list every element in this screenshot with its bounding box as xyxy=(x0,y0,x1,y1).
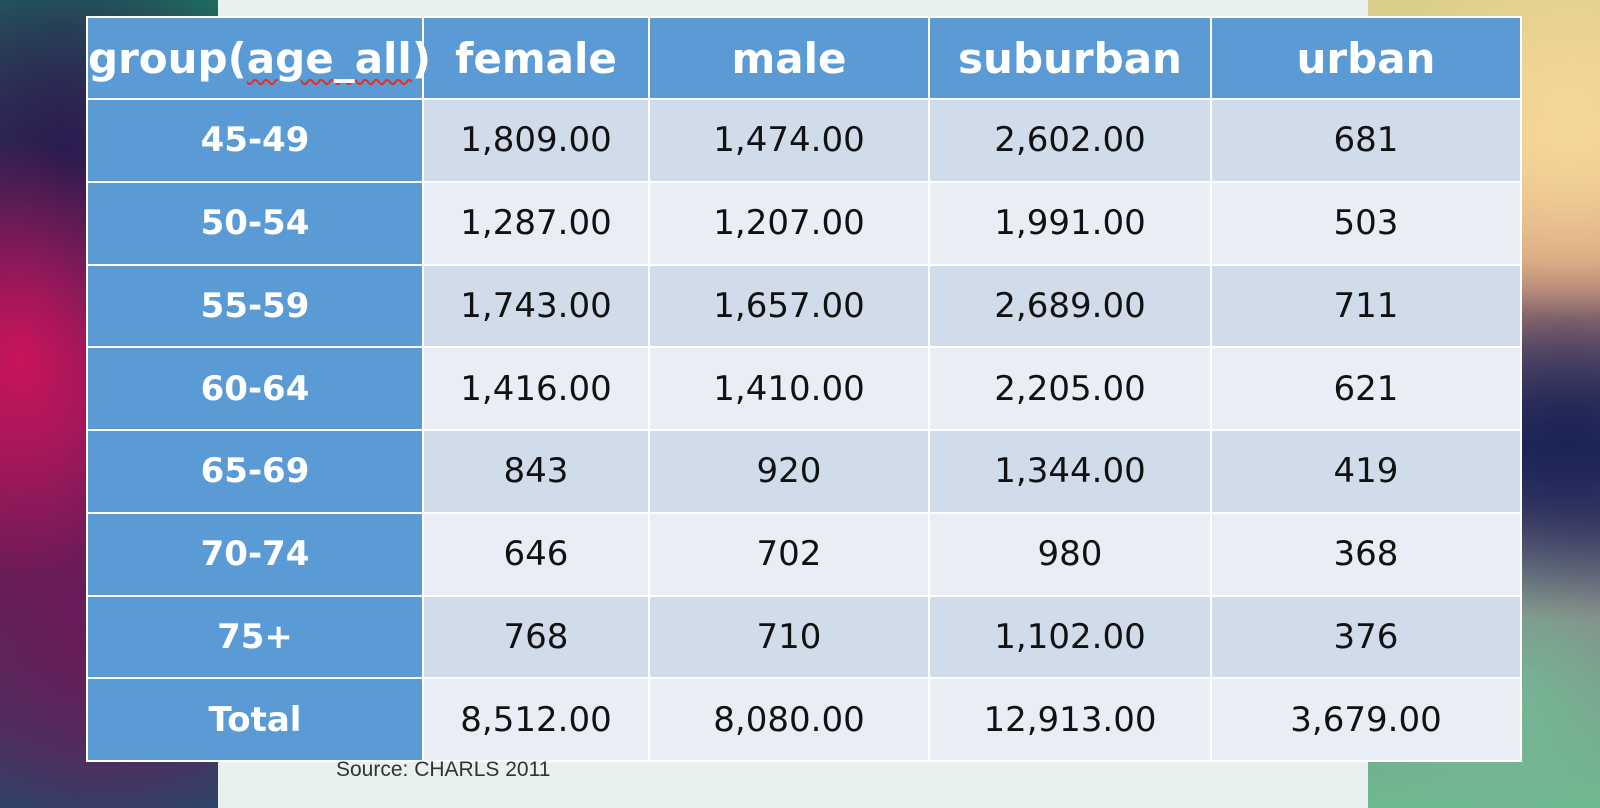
cell-male: 1,410.00 xyxy=(648,346,930,431)
row-label: Total xyxy=(86,677,424,762)
cell-suburban: 1,991.00 xyxy=(928,180,1212,266)
cell-female: 768 xyxy=(422,594,650,680)
table-row: 55-59 1,743.00 1,657.00 2,689.00 711 xyxy=(86,263,1522,349)
cell-female: 1,743.00 xyxy=(422,263,650,349)
header-male: male xyxy=(648,16,930,100)
table-row: 50-54 1,287.00 1,207.00 1,991.00 503 xyxy=(86,180,1522,266)
cell-suburban: 2,205.00 xyxy=(928,346,1212,431)
cell-male: 710 xyxy=(648,594,930,680)
cell-male: 920 xyxy=(648,429,930,514)
cell-male: 1,474.00 xyxy=(648,98,930,183)
row-label: 55-59 xyxy=(86,263,424,349)
cell-female: 1,416.00 xyxy=(422,346,650,431)
cell-urban: 503 xyxy=(1210,180,1522,266)
table-header-row: group(age_all) female male suburban urba… xyxy=(86,16,1522,100)
table-row: 65-69 843 920 1,344.00 419 xyxy=(86,429,1522,514)
row-label: 70-74 xyxy=(86,511,424,597)
cell-urban: 419 xyxy=(1210,429,1522,514)
cell-suburban: 1,102.00 xyxy=(928,594,1212,680)
row-label: 75+ xyxy=(86,594,424,680)
cell-female: 843 xyxy=(422,429,650,514)
row-label: 65-69 xyxy=(86,429,424,514)
cell-urban: 368 xyxy=(1210,511,1522,597)
table-row: 60-64 1,416.00 1,410.00 2,205.00 621 xyxy=(86,346,1522,431)
header-group-age: group(age_all) xyxy=(86,16,431,100)
data-table: group(age_all) female male suburban urba… xyxy=(86,16,1522,762)
cell-suburban: 980 xyxy=(928,511,1212,597)
cell-suburban: 2,689.00 xyxy=(928,263,1212,349)
cell-female: 1,287.00 xyxy=(422,180,650,266)
cell-urban: 621 xyxy=(1210,346,1522,431)
table-row: 45-49 1,809.00 1,474.00 2,602.00 681 xyxy=(86,98,1522,183)
cell-male: 1,657.00 xyxy=(648,263,930,349)
header-urban: urban xyxy=(1210,16,1522,100)
row-label: 45-49 xyxy=(86,98,424,183)
table-row-total: Total 8,512.00 8,080.00 12,913.00 3,679.… xyxy=(86,677,1522,762)
header-group-suffix: ) xyxy=(411,33,432,83)
cell-female: 646 xyxy=(422,511,650,597)
cell-female: 1,809.00 xyxy=(422,98,650,183)
data-table-container: group(age_all) female male suburban urba… xyxy=(86,16,1522,762)
cell-female: 8,512.00 xyxy=(422,677,650,762)
row-label: 60-64 xyxy=(86,346,424,431)
cell-suburban: 12,913.00 xyxy=(928,677,1212,762)
cell-urban: 3,679.00 xyxy=(1210,677,1522,762)
header-suburban: suburban xyxy=(928,16,1212,100)
cell-male: 8,080.00 xyxy=(648,677,930,762)
header-group-prefix: group( xyxy=(88,33,247,83)
header-group-variable: age_all xyxy=(246,33,412,83)
cell-suburban: 2,602.00 xyxy=(928,98,1212,183)
cell-male: 702 xyxy=(648,511,930,597)
table-row: 70-74 646 702 980 368 xyxy=(86,511,1522,597)
cell-urban: 681 xyxy=(1210,98,1522,183)
cell-suburban: 1,344.00 xyxy=(928,429,1212,514)
source-caption: Source: CHARLS 2011 xyxy=(336,758,551,781)
header-female: female xyxy=(422,16,650,100)
cell-male: 1,207.00 xyxy=(648,180,930,266)
row-label: 50-54 xyxy=(86,180,424,266)
cell-urban: 711 xyxy=(1210,263,1522,349)
cell-urban: 376 xyxy=(1210,594,1522,680)
table-row: 75+ 768 710 1,102.00 376 xyxy=(86,594,1522,680)
